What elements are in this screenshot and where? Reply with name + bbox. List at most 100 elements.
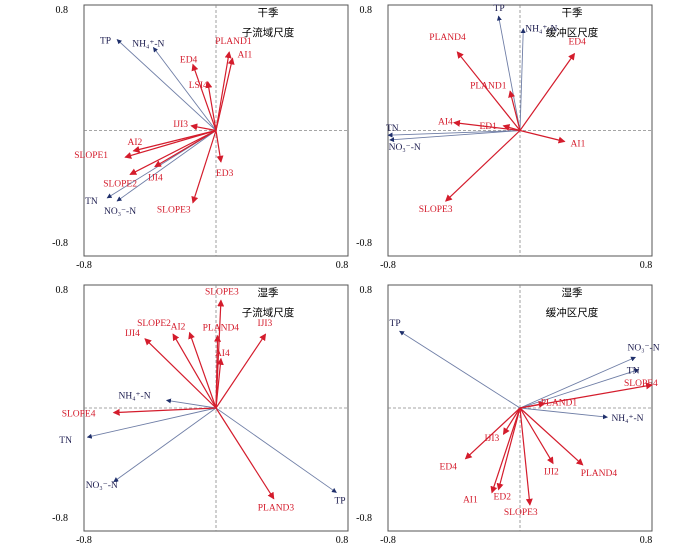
explanatory-vector — [215, 51, 232, 131]
explanatory-vector-label: AI1 — [238, 50, 253, 60]
explanatory-vector — [502, 124, 521, 132]
explanatory-vector-label: PLAND4 — [429, 33, 466, 43]
season-label: 湿季 — [258, 287, 279, 299]
y-tick-label: -0.8 — [52, 238, 68, 249]
explanatory-vector-label: IJI3 — [173, 120, 188, 130]
explanatory-vector-label: PLAND1 — [470, 81, 507, 91]
explanatory-vector — [112, 407, 217, 416]
response-vector — [519, 368, 640, 409]
explanatory-vector — [464, 407, 521, 460]
explanatory-vector-label: SLOPE4 — [624, 379, 658, 389]
explanatory-vector — [490, 407, 521, 494]
response-vector-label: NO₃⁻-N — [86, 481, 118, 491]
response-vector-label: NO₃⁻-N — [389, 143, 421, 153]
response-vector — [387, 130, 521, 138]
response-vector-label: TN — [59, 436, 72, 446]
y-tick-label: 0.8 — [360, 5, 373, 16]
explanatory-vector-label: ED4 — [568, 38, 586, 48]
response-vector — [116, 39, 217, 131]
response-vector-label: NH₄⁺-N — [119, 391, 151, 401]
explanatory-vector — [519, 407, 584, 466]
explanatory-vector-label: ED4 — [440, 463, 458, 473]
response-vector — [166, 398, 217, 409]
explanatory-vector-label: SLOPE3 — [419, 205, 453, 215]
explanatory-vector — [519, 407, 554, 465]
response-vector — [496, 15, 521, 131]
explanatory-vector — [519, 129, 566, 144]
explanatory-vector — [445, 130, 521, 202]
explanatory-vector — [519, 407, 533, 506]
explanatory-vector — [129, 129, 217, 175]
response-vector-label: TN — [85, 197, 98, 207]
explanatory-vector — [215, 407, 275, 500]
explanatory-vector — [519, 401, 546, 409]
explanatory-vector-label: PLAND1 — [541, 398, 578, 408]
explanatory-vector-label: AI2 — [128, 138, 143, 148]
explanatory-vector — [172, 333, 217, 409]
response-vector-label: TP — [390, 319, 401, 329]
explanatory-vector-label: IJI2 — [544, 467, 559, 477]
explanatory-vector — [496, 407, 521, 491]
response-vector-label: NH₄⁺-N — [525, 25, 557, 35]
explanatory-vector — [215, 357, 224, 409]
response-vector-label: NO₃⁻-N — [628, 343, 660, 353]
season-label: 湿季 — [562, 287, 583, 299]
scale-label: 缓冲区尺度 — [546, 26, 599, 39]
explanatory-vector-label: AI2 — [171, 323, 186, 333]
explanatory-vector — [214, 334, 222, 409]
explanatory-vector-label: SLOPE2 — [103, 179, 137, 189]
season-label: 干季 — [258, 7, 279, 19]
y-tick-label: 0.8 — [56, 285, 69, 296]
explanatory-vector — [215, 57, 235, 131]
explanatory-vector-label: PLAND4 — [581, 469, 618, 479]
response-vector — [215, 407, 337, 493]
response-vector-label: TP — [100, 37, 111, 47]
y-tick-label: 0.8 — [56, 5, 69, 16]
explanatory-vector-label: ED2 — [494, 492, 512, 502]
explanatory-vector-label: SLOPE3 — [157, 206, 191, 216]
explanatory-vector-label: SLOPE2 — [137, 319, 171, 329]
explanatory-vector-label: IJI3 — [485, 434, 500, 444]
explanatory-vector — [508, 90, 521, 131]
explanatory-vector — [502, 407, 521, 435]
explanatory-vector — [456, 51, 521, 131]
y-tick-label: -0.8 — [356, 513, 372, 524]
explanatory-vector — [205, 80, 217, 131]
response-vector — [113, 407, 217, 483]
explanatory-vector — [124, 129, 217, 159]
explanatory-vector-label: IJI4 — [148, 174, 163, 184]
explanatory-vector-label: IJI4 — [125, 329, 140, 339]
response-vector — [399, 330, 521, 409]
explanatory-vector-label: AI4 — [438, 118, 453, 128]
explanatory-vector-label: ED4 — [180, 56, 198, 66]
explanatory-vector-label: PLAND1 — [215, 37, 252, 47]
explanatory-vector-label: SLOPE3 — [504, 508, 538, 518]
explanatory-vector-label: PLAND4 — [203, 324, 240, 334]
explanatory-vector — [519, 52, 576, 131]
season-label: 干季 — [562, 7, 583, 19]
x-tick-label: -0.8 — [76, 260, 92, 271]
scale-label: 缓冲区尺度 — [546, 306, 599, 319]
explanatory-vector-label: SLOPE3 — [205, 287, 239, 297]
x-tick-label: -0.8 — [380, 535, 396, 545]
x-tick-label: 0.8 — [336, 535, 349, 545]
response-vector-label: TN — [386, 124, 399, 134]
explanatory-vector — [144, 338, 217, 409]
scale-label: 子流域尺度 — [242, 26, 295, 39]
response-vector — [389, 130, 521, 143]
explanatory-vector — [188, 331, 217, 409]
response-vector — [86, 407, 217, 439]
y-tick-label: -0.8 — [52, 513, 68, 524]
explanatory-vector-label: SLOPE1 — [74, 151, 108, 161]
explanatory-vector — [215, 130, 224, 163]
x-tick-label: 0.8 — [640, 260, 653, 271]
response-vector-label: NH₄⁺-N — [132, 39, 164, 49]
explanatory-vector-label: ED1 — [480, 122, 498, 132]
explanatory-vector-label: PLAND3 — [258, 504, 295, 514]
response-vector — [519, 356, 636, 409]
response-vector — [519, 407, 608, 420]
response-vector-label: TP — [494, 4, 505, 14]
